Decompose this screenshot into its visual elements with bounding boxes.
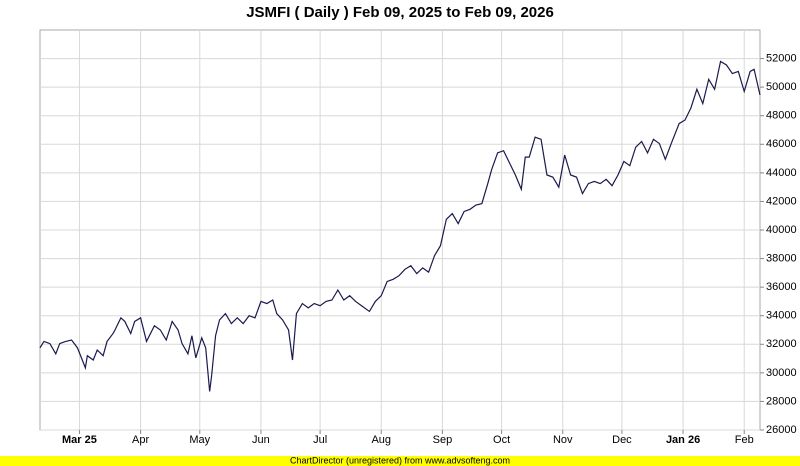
x-tick-label: Aug — [371, 434, 391, 446]
footer: ChartDirector (unregistered) from www.ad… — [290, 455, 510, 465]
x-tick-label: Mar 25 — [62, 434, 97, 446]
x-tick-label: Sep — [433, 434, 453, 446]
y-tick-label: 46000 — [766, 138, 797, 150]
y-tick-label: 44000 — [766, 167, 797, 179]
y-tick-label: 28000 — [766, 395, 797, 407]
x-tick-label: May — [189, 434, 210, 446]
x-tick-label: Nov — [553, 434, 573, 446]
y-tick-label: 40000 — [766, 224, 797, 236]
y-tick-label: 26000 — [766, 424, 797, 436]
footer-bar — [0, 456, 800, 466]
x-tick-label: Jul — [313, 434, 327, 446]
price-line — [39, 60, 761, 392]
y-tick-label: 42000 — [766, 195, 797, 207]
y-tick-label: 50000 — [766, 81, 797, 93]
y-tick-label: 48000 — [766, 110, 797, 122]
chart-title: JSMFI ( Daily ) Feb 09, 2025 to Feb 09, … — [246, 4, 554, 21]
x-tick-label: Dec — [612, 434, 632, 446]
y-tick-label: 30000 — [766, 367, 797, 379]
x-tick-label: Apr — [132, 434, 149, 446]
x-tick-label: Feb — [735, 434, 754, 446]
y-tick-label: 52000 — [766, 52, 797, 64]
y-tick-label: 36000 — [766, 281, 797, 293]
y-tick-label: 32000 — [766, 338, 797, 350]
y-tick-label: 38000 — [766, 252, 797, 264]
x-tick-label: Oct — [493, 434, 510, 446]
x-tick-label: Jun — [252, 434, 270, 446]
x-tick-label: Jan 26 — [666, 434, 700, 446]
y-tick-label: 34000 — [766, 310, 797, 322]
